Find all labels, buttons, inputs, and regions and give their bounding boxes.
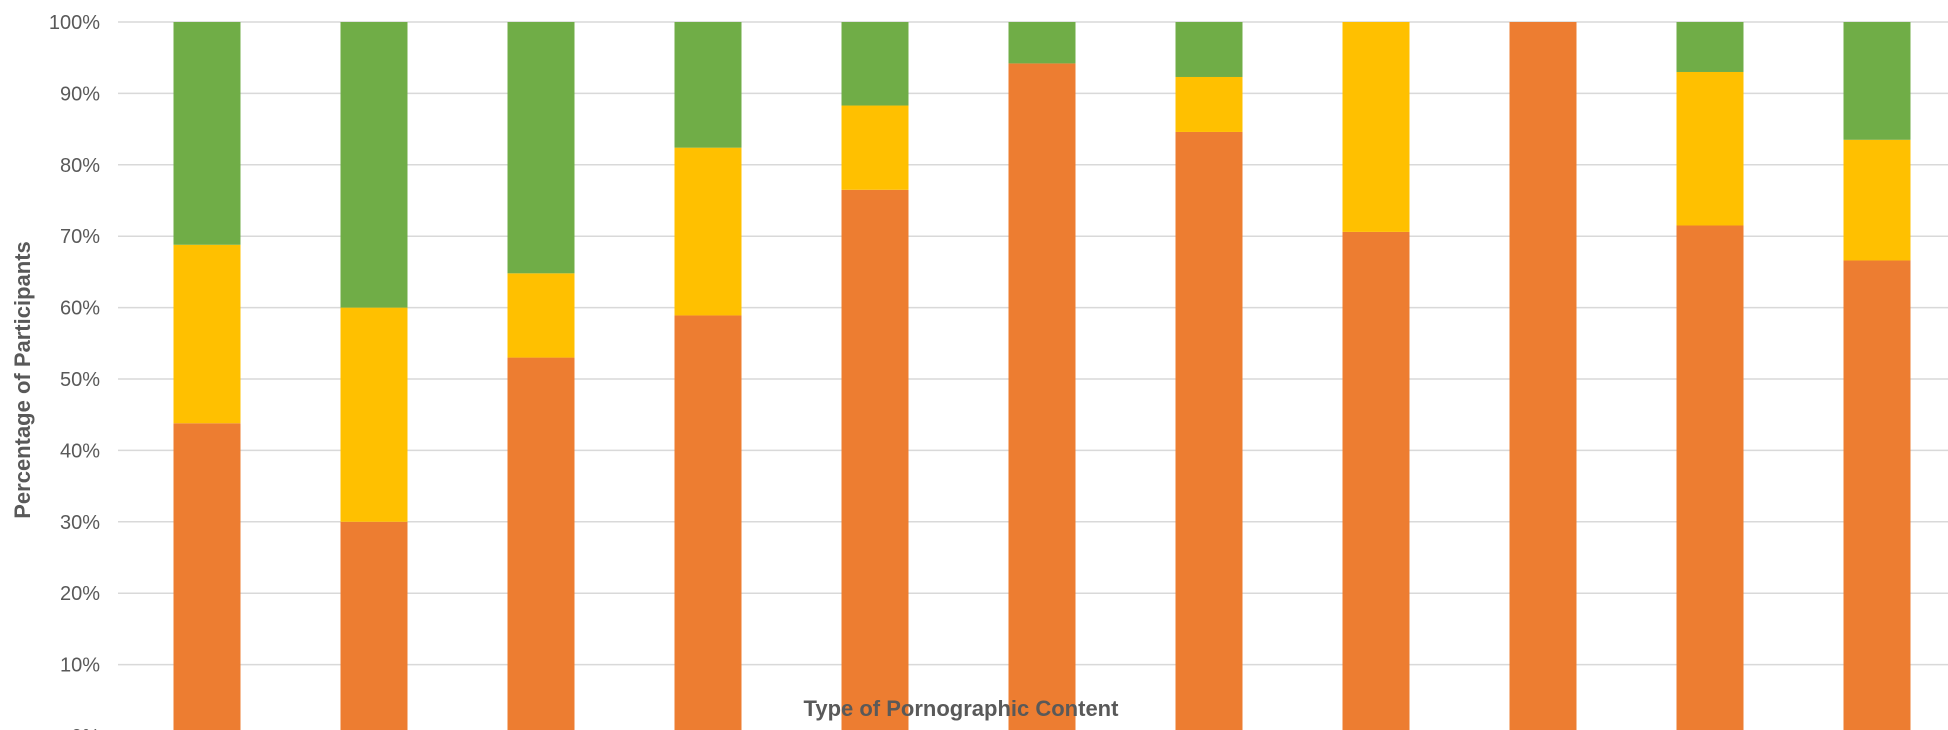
- bar-segment: [340, 307, 408, 522]
- x-axis-title: Type of Pornographic Content: [804, 696, 1120, 721]
- bar-segment: [173, 244, 241, 424]
- y-tick-label: 30%: [60, 512, 100, 534]
- bar-segment: [340, 521, 408, 730]
- bar-segment: [841, 189, 909, 730]
- bar-segment: [1509, 22, 1577, 730]
- y-tick-label: 0%: [71, 726, 100, 730]
- y-tick-label: 10%: [60, 655, 100, 677]
- bar-segment: [1008, 22, 1076, 64]
- y-tick-label: 70%: [60, 226, 100, 248]
- bar-segment: [841, 22, 909, 106]
- y-tick-label: 100%: [49, 12, 100, 34]
- bar-segment: [1676, 22, 1744, 72]
- bar-segment: [1008, 63, 1076, 730]
- bar-segment: [1843, 260, 1911, 730]
- y-tick-label: 80%: [60, 155, 100, 177]
- y-axis-title: Percentage of Participants: [10, 241, 35, 519]
- bar-segment: [173, 22, 241, 245]
- bar-segment: [1342, 231, 1410, 730]
- bar-segment: [1843, 22, 1911, 140]
- bar-segment: [841, 105, 909, 190]
- bar-segment: [1175, 22, 1243, 77]
- bar-segment: [674, 22, 742, 148]
- y-axis-ticks: 0% 10% 20% 30% 40% 50% 60% 70% 80% 90% 100%: [49, 12, 100, 730]
- bar-segment: [674, 315, 742, 730]
- y-tick-label: 90%: [60, 83, 100, 105]
- bar-segment: [507, 273, 575, 358]
- bar-segment: [1676, 71, 1744, 226]
- y-tick-label: 50%: [60, 369, 100, 391]
- bar-segment: [1676, 225, 1744, 730]
- y-tick-label: 20%: [60, 583, 100, 605]
- bar-segment: [1175, 131, 1243, 730]
- bar-segment: [173, 423, 241, 730]
- bar-segment: [507, 357, 575, 730]
- bar-segment: [1843, 139, 1911, 261]
- bar-series: [173, 22, 1911, 730]
- bar-segment: [1175, 76, 1243, 132]
- y-tick-label: 60%: [60, 298, 100, 320]
- bar-segment: [340, 22, 408, 308]
- bar-segment: [507, 22, 575, 274]
- bar-segment: [674, 147, 742, 316]
- y-tick-label: 40%: [60, 440, 100, 462]
- bar-segment: [1342, 22, 1410, 232]
